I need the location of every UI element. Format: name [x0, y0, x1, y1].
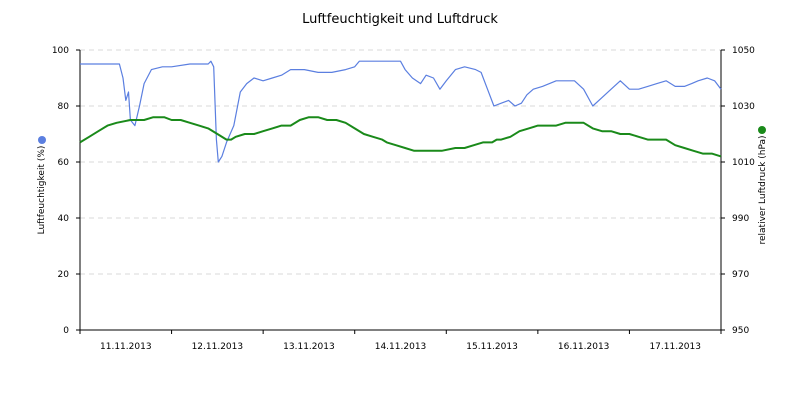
left-tick-label: 100: [52, 46, 69, 56]
chart-title: Luftfeuchtigkeit und Luftdruck: [302, 12, 498, 27]
series-lines: [79, 60, 722, 163]
left-tick-label: 60: [58, 158, 70, 168]
x-tick-label: 12.11.2013: [192, 342, 244, 352]
x-tick-label: 13.11.2013: [283, 342, 335, 352]
right-legend-marker: [758, 126, 766, 134]
x-tick-label: 11.11.2013: [100, 342, 152, 352]
left-tick-label: 0: [63, 326, 69, 336]
left-axis-label: Luftfeuchtigkeit (%): [37, 146, 47, 235]
gridlines: [80, 49, 721, 275]
left-tick-label: 40: [58, 214, 70, 224]
left-legend-marker: [38, 136, 46, 144]
pressure-line: [79, 116, 722, 158]
x-tick-label: 17.11.2013: [649, 342, 701, 352]
axes: [76, 49, 725, 334]
x-tick-label: 14.11.2013: [375, 342, 427, 352]
right-tick-label: 970: [732, 270, 749, 280]
right-tick-label: 1030: [732, 102, 755, 112]
humidity-line: [80, 60, 722, 163]
right-axis-label: relativer Luftdruck (hPa): [758, 135, 768, 244]
right-tick-label: 1050: [732, 46, 755, 56]
x-tick-label: 16.11.2013: [558, 342, 610, 352]
left-tick-label: 80: [58, 102, 70, 112]
right-tick-label: 990: [732, 214, 749, 224]
right-tick-label: 950: [732, 326, 749, 336]
x-tick-label: 15.11.2013: [466, 342, 518, 352]
right-tick-label: 1010: [732, 158, 755, 168]
tick-labels: 0 20 40 60 80 100 950 970 990 1010 1030 1050 11.11.2…: [52, 46, 755, 352]
left-tick-label: 20: [58, 270, 70, 280]
